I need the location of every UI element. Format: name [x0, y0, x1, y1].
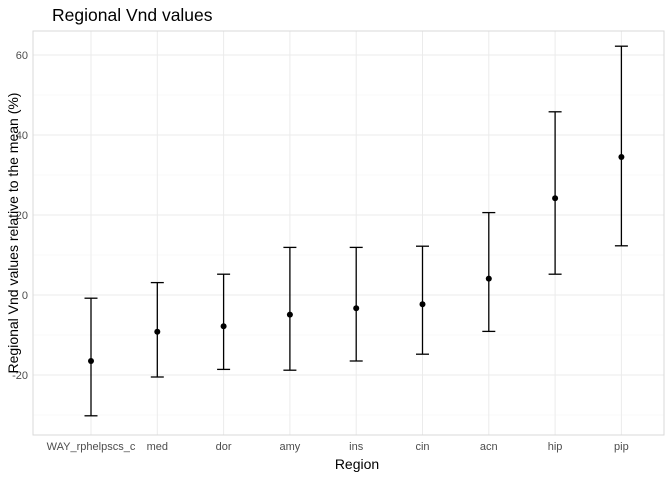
errorbar-group — [217, 273, 231, 371]
data-point — [618, 154, 625, 160]
x-axis-title: Region — [335, 456, 379, 472]
x-tick-label: acn — [480, 441, 498, 453]
errorbar-group — [416, 245, 429, 355]
x-tick-label: dor — [216, 441, 232, 453]
x-tick-label: med — [147, 441, 168, 453]
data-point — [286, 311, 293, 318]
errorbar-group — [349, 246, 363, 362]
y-tick-label: 60 — [16, 50, 28, 62]
x-tick-label: amy — [280, 441, 301, 453]
y-tick-label: -20 — [12, 370, 28, 382]
y-tick-label: 0 — [22, 290, 28, 302]
errorbar-group — [482, 211, 496, 333]
grid — [33, 31, 664, 435]
chart-title: Regional Vnd values — [52, 5, 213, 25]
x-tick-label: ins — [349, 441, 364, 453]
y-axis-ticks: -20 0 20 40 60 — [12, 50, 28, 382]
panel-border — [32, 30, 665, 436]
data-point — [485, 275, 492, 282]
x-axis-ticks: WAY_rphelpscs_c med dor amy ins cin acn hip pip — [47, 441, 629, 453]
errorbar-group — [84, 297, 98, 417]
errorbar-group — [614, 45, 628, 247]
y-tick-label: 20 — [16, 210, 28, 222]
x-tick-label: hip — [548, 441, 563, 453]
data-marks — [84, 45, 628, 417]
errorbar-group — [283, 246, 297, 371]
x-tick-label: pip — [614, 441, 629, 453]
errorbar-group — [150, 281, 164, 378]
data-point — [419, 301, 426, 308]
data-point — [353, 305, 360, 312]
y-tick-label: 40 — [16, 130, 28, 142]
data-point — [154, 328, 161, 335]
data-point — [88, 358, 94, 364]
x-tick-label: WAY_rphelpscs_c — [47, 441, 136, 453]
y-axis-title: Regional Vnd values relative to the mean… — [5, 93, 21, 374]
data-point — [552, 195, 559, 202]
errorbar-group — [548, 111, 562, 275]
data-point — [220, 323, 227, 330]
x-tick-label: cin — [415, 441, 429, 453]
